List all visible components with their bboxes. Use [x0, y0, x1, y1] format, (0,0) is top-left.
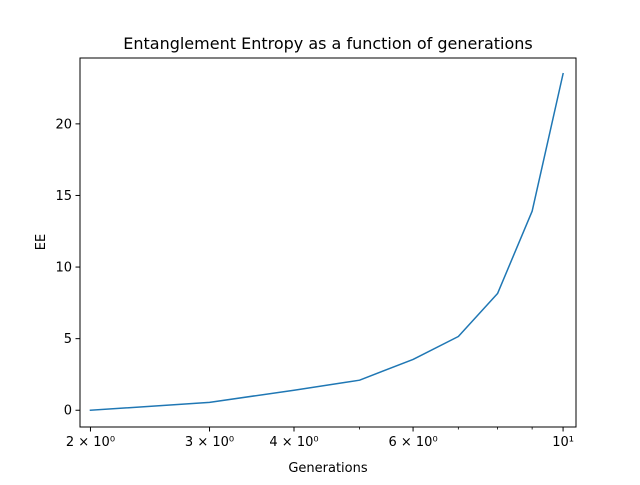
y-tick-label: 10 [55, 261, 72, 276]
x-tick-label: 10¹ [552, 435, 574, 450]
x-axis-label: Generations [288, 461, 368, 476]
x-tick-label: 2 × 10⁰ [66, 435, 115, 450]
x-tick-label: 3 × 10⁰ [185, 435, 234, 450]
y-axis-label: EE [34, 234, 49, 250]
x-tick-label: 4 × 10⁰ [269, 435, 318, 450]
y-tick-label: 5 [64, 332, 72, 347]
x-tick-label: 6 × 10⁰ [388, 435, 437, 450]
chart-title: Entanglement Entropy as a function of ge… [123, 34, 533, 53]
y-tick-label: 0 [64, 404, 72, 419]
y-tick-label: 20 [55, 117, 72, 132]
y-tick-label: 15 [55, 189, 72, 204]
